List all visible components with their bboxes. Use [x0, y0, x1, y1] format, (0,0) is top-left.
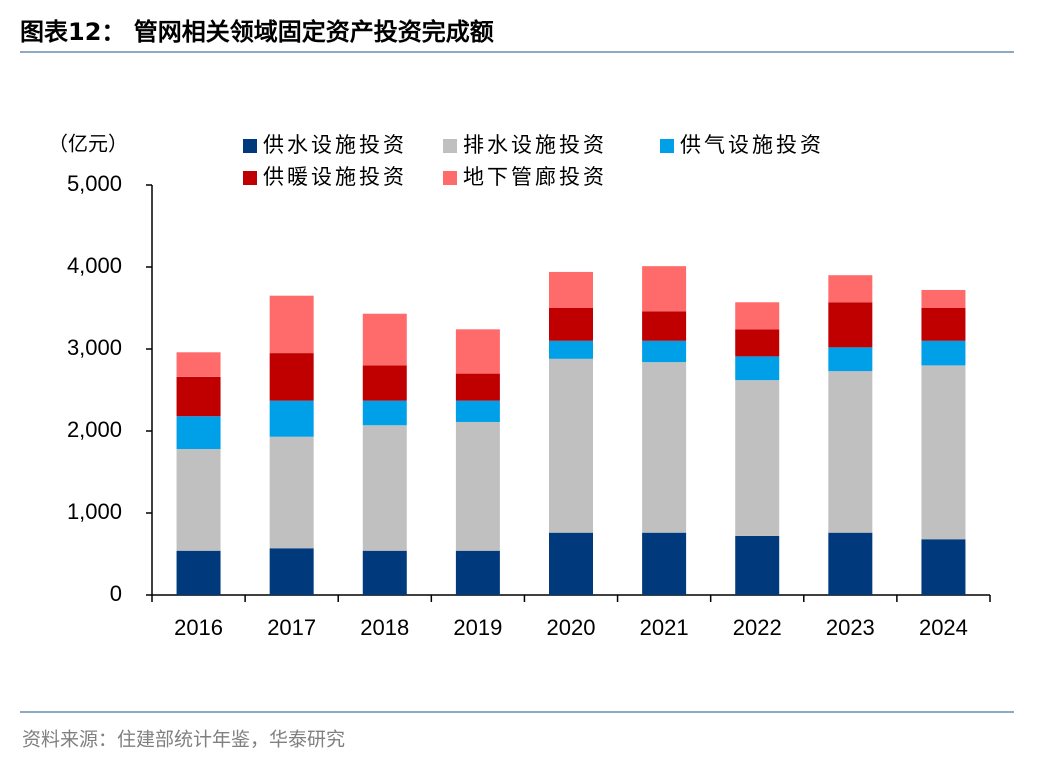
bar-segment	[642, 311, 687, 341]
bar-segment	[642, 362, 687, 533]
x-tick-label: 2022	[733, 615, 782, 640]
x-tick-label: 2017	[267, 615, 316, 640]
bar-segment	[455, 400, 500, 422]
bar-segment	[176, 449, 221, 551]
bar-segment	[549, 340, 593, 359]
bar-segment	[455, 421, 500, 551]
legend-label: 供水设施投资	[263, 133, 407, 157]
bar-segment	[921, 365, 966, 540]
legend-swatch	[660, 139, 674, 153]
bar-segment	[549, 308, 593, 341]
bar-segment	[176, 376, 221, 417]
bar-segment	[176, 550, 221, 595]
x-tick-label: 2021	[640, 615, 689, 640]
bar-segment	[735, 535, 780, 595]
bar-segment	[269, 548, 314, 595]
legend-swatch	[443, 139, 457, 153]
legend-label: 供暖设施投资	[263, 165, 407, 189]
x-tick-label: 2024	[919, 615, 968, 640]
bar-segment	[735, 302, 780, 330]
legend-label: 供气设施投资	[680, 133, 824, 157]
y-tick-label: 2,000	[67, 417, 122, 442]
bar-segment	[642, 532, 687, 595]
y-tick-label: 0	[110, 581, 122, 606]
legend-swatch	[243, 171, 257, 185]
bar-segment	[269, 436, 314, 549]
y-axis-label: （亿元）	[48, 132, 128, 156]
bar-segment	[828, 532, 873, 595]
bar-segment	[828, 275, 873, 303]
x-tick-label: 2020	[547, 615, 596, 640]
bar-segment	[921, 308, 966, 341]
source-note: 资料来源：住建部统计年鉴，华泰研究	[22, 729, 345, 751]
bar-segment	[176, 416, 221, 450]
y-tick-label: 4,000	[67, 253, 122, 278]
bar-segment	[269, 400, 314, 437]
bar-segment	[549, 532, 593, 595]
bar-segment	[735, 329, 780, 357]
bar-segment	[735, 380, 780, 536]
bar-segment	[455, 550, 500, 595]
y-tick-label: 5,000	[67, 171, 122, 196]
bar-segment	[828, 347, 873, 372]
y-tick-label: 3,000	[67, 335, 122, 360]
x-tick-label: 2023	[826, 615, 875, 640]
legend-label: 排水设施投资	[463, 133, 607, 157]
legend-swatch	[243, 139, 257, 153]
bar-segment	[642, 340, 687, 363]
bar-segment	[455, 329, 500, 374]
bar-segment	[362, 425, 407, 551]
x-tick-label: 2018	[360, 615, 409, 640]
bar-segment	[921, 340, 966, 366]
bar-segment	[269, 295, 314, 354]
y-tick-label: 1,000	[67, 499, 122, 524]
bar-segment	[828, 371, 873, 533]
x-tick-label: 2016	[174, 615, 223, 640]
bar-segment	[455, 373, 500, 401]
bar-segment	[269, 353, 314, 401]
bar-segment	[921, 539, 966, 595]
bar-segment	[176, 352, 221, 377]
bar-segment	[642, 266, 687, 312]
bar-segment	[921, 289, 966, 308]
bar-segment	[735, 356, 780, 381]
bar-segment	[362, 365, 407, 401]
bar-segment	[362, 550, 407, 595]
bar-segment	[362, 400, 407, 426]
legend-swatch	[443, 171, 457, 185]
bar-segment	[549, 358, 593, 533]
page-title: 图表12： 管网相关领域固定资产投资完成额	[20, 18, 494, 46]
bar-segment	[828, 302, 873, 348]
legend-label: 地下管廊投资	[463, 165, 607, 189]
bar-segment	[549, 271, 593, 308]
bar-segment	[362, 313, 407, 366]
x-tick-label: 2019	[453, 615, 502, 640]
